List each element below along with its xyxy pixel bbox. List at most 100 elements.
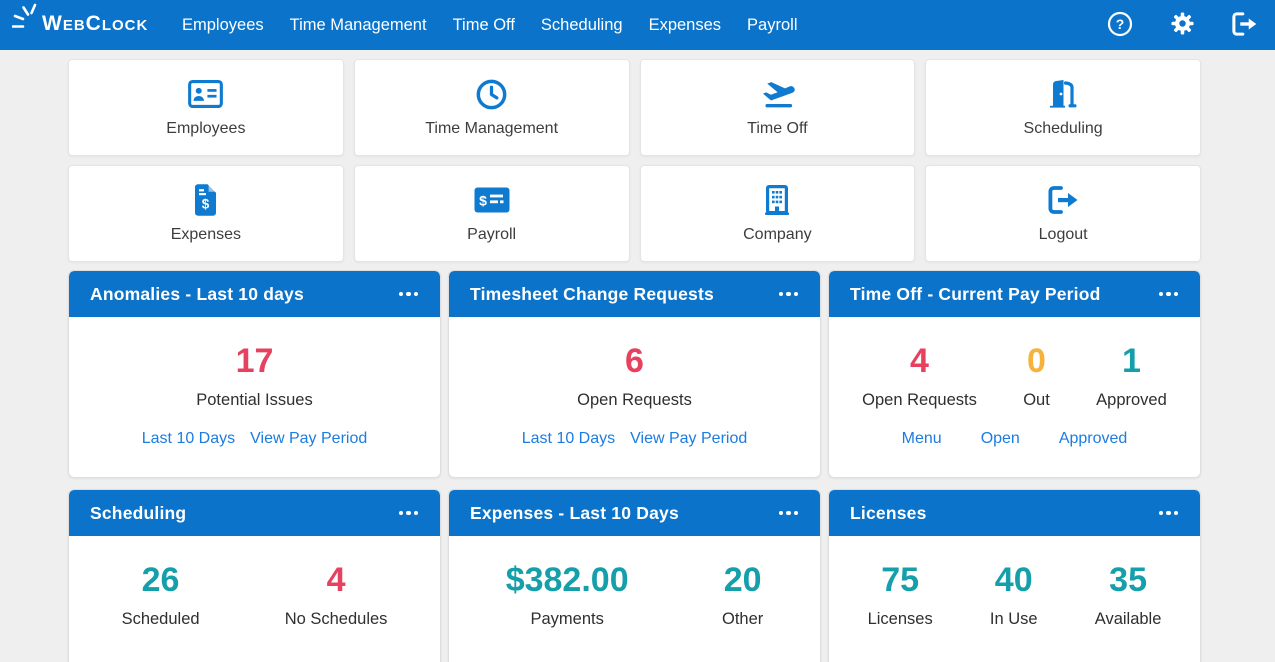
app-title: WebClock [42,12,149,35]
link-view-pay-period[interactable]: View Pay Period [630,430,748,447]
settings-button[interactable] [1169,12,1195,38]
dashboard-cards: Anomalies - Last 10 days 17 Potential Is… [68,270,1201,662]
stat-payments: $382.00 Payments [506,563,629,629]
tile-label: Company [743,225,812,243]
sign-out-icon [1047,184,1079,217]
link-menu[interactable]: Menu [901,430,942,447]
card-header: Timesheet Change Requests [449,271,820,317]
stat-available: 35 Available [1095,563,1162,629]
stat-label: Potential Issues [196,391,313,409]
quick-tiles: Employees Time Management Time Off [68,59,1201,262]
tile-payroll[interactable]: $ Payroll [353,165,630,262]
ellipsis-icon [398,291,418,297]
nav-item-scheduling[interactable]: Scheduling [540,15,623,34]
card-body: 6 Open Requests Last 10 Days View Pay Pe… [449,317,820,448]
tile-scheduling[interactable]: Scheduling [925,59,1201,156]
link-last-10-days[interactable]: Last 10 Days [521,430,616,447]
stat-label: Open Requests [862,391,977,409]
stat-approved: 1 Approved [1096,344,1167,410]
card-body: 17 Potential Issues Last 10 Days View Pa… [69,317,440,448]
card-menu-button[interactable] [395,507,423,520]
stat-value: 6 [625,342,644,380]
tile-label: Time Off [747,119,808,137]
stat-label: Payments [530,610,604,628]
tile-employees[interactable]: Employees [68,59,344,156]
sign-out-icon [1231,11,1258,40]
stat-value: 26 [141,561,180,599]
door-open-icon [1047,78,1079,111]
help-button[interactable]: ? [1107,11,1133,38]
card-scheduling: Scheduling 26 Scheduled 4 No Schedules [68,489,441,662]
card-licenses: Licenses 75 Licenses 40 In Use 35 [828,489,1201,662]
card-menu-button[interactable] [395,288,423,301]
card-title: Expenses - Last 10 Days [470,502,679,523]
tile-label: Employees [166,119,246,137]
nav-item-time-management[interactable]: Time Management [289,15,427,34]
card-time-off: Time Off - Current Pay Period 4 Open Req… [828,270,1201,478]
stat-label: Out [1023,391,1050,409]
card-header: Licenses [829,490,1200,536]
card-menu-button[interactable] [775,507,803,520]
stat-label: Approved [1096,391,1167,409]
stat-open-requests: 4 Open Requests [862,344,977,410]
top-nav: WebClock Employees Time Management Time … [0,0,1275,50]
link-approved[interactable]: Approved [1058,430,1128,447]
stat-value: 40 [994,561,1033,599]
card-expenses: Expenses - Last 10 Days $382.00 Payments… [448,489,821,662]
stat-value: 75 [881,561,920,599]
svg-text:?: ? [1116,16,1125,32]
nav-item-expenses[interactable]: Expenses [648,15,722,34]
card-title: Licenses [850,502,927,523]
stat-open-requests: 6 Open Requests [577,344,692,410]
card-title: Timesheet Change Requests [470,283,714,304]
clock-icon [476,78,507,111]
card-body: 26 Scheduled 4 No Schedules [69,536,440,629]
card-title: Scheduling [90,502,187,523]
ellipsis-icon [1158,510,1178,516]
card-header: Anomalies - Last 10 days [69,271,440,317]
tile-expenses[interactable]: $ Expenses [68,165,344,262]
card-header: Scheduling [69,490,440,536]
link-last-10-days[interactable]: Last 10 Days [141,430,236,447]
tile-time-off[interactable]: Time Off [639,59,916,156]
stat-value: 20 [723,561,762,599]
svg-text:$: $ [479,193,487,209]
nav-links: Employees Time Management Time Off Sched… [182,16,797,35]
nav-item-employees[interactable]: Employees [182,15,264,34]
plane-departure-icon [759,78,796,111]
id-card-icon [188,78,224,111]
card-menu-button[interactable] [1155,288,1183,301]
link-open[interactable]: Open [980,430,1020,447]
stat-label: Scheduled [121,610,200,628]
tile-logout[interactable]: Logout [925,165,1201,262]
tile-label: Time Management [425,119,559,137]
stat-label: In Use [989,610,1038,628]
card-anomalies: Anomalies - Last 10 days 17 Potential Is… [68,270,441,478]
logout-button[interactable] [1231,11,1258,40]
app-logo[interactable]: WebClock [10,0,160,50]
card-title: Time Off - Current Pay Period [850,283,1101,304]
ellipsis-icon [1158,291,1178,297]
tile-time-management[interactable]: Time Management [353,59,630,156]
dashboard: Employees Time Management Time Off [0,50,1275,662]
nav-item-payroll[interactable]: Payroll [747,15,798,34]
ellipsis-icon [778,510,798,516]
stat-in-use: 40 In Use [990,563,1038,629]
nav-item-time-off[interactable]: Time Off [452,15,515,34]
stat-licenses: 75 Licenses [868,563,933,629]
nav-actions: ? [1107,11,1258,40]
stat-value: 4 [910,342,929,380]
stat-value: 1 [1122,342,1141,380]
card-menu-button[interactable] [1155,507,1183,520]
money-check-icon: $ [474,184,510,217]
stat-scheduled: 26 Scheduled [122,563,200,629]
stat-label: Licenses [867,610,933,628]
link-view-pay-period[interactable]: View Pay Period [250,430,368,447]
stat-value: 35 [1109,561,1147,599]
card-body: 75 Licenses 40 In Use 35 Available [829,536,1200,629]
tile-company[interactable]: Company [639,165,916,262]
card-timesheet-change-requests: Timesheet Change Requests 6 Open Request… [448,270,821,478]
tile-label: Payroll [467,225,517,243]
file-invoice-dollar-icon: $ [193,184,218,217]
card-menu-button[interactable] [775,288,803,301]
